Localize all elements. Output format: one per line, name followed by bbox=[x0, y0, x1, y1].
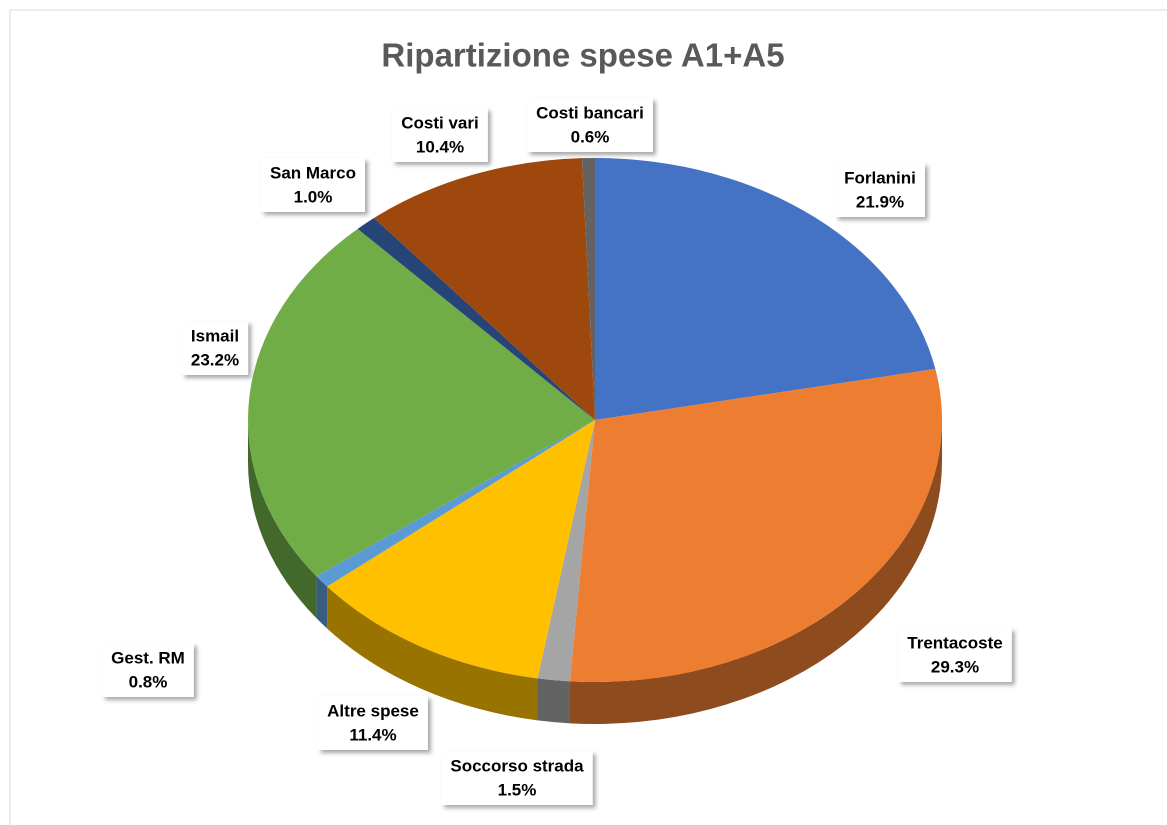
label-box bbox=[441, 751, 593, 805]
data-label: San Marco 1.0% bbox=[261, 158, 365, 212]
label-box bbox=[318, 696, 428, 750]
pie-side bbox=[537, 678, 570, 724]
label-name: Trentacoste bbox=[907, 633, 1002, 652]
label-name: Ismail bbox=[191, 326, 239, 345]
label-value: 0.8% bbox=[129, 672, 168, 691]
label-value: 23.2% bbox=[191, 350, 239, 369]
pie-slice bbox=[247, 228, 595, 577]
label-name: Costi vari bbox=[401, 113, 478, 132]
pie-slice bbox=[357, 218, 595, 420]
pie-side bbox=[316, 576, 328, 629]
pie-side bbox=[327, 586, 538, 721]
label-box bbox=[102, 643, 194, 697]
label-name: Costi bancari bbox=[536, 103, 644, 122]
label-box bbox=[527, 98, 653, 152]
data-label: Forlanini 21.9% bbox=[835, 163, 925, 217]
data-label: Trentacoste 29.3% bbox=[898, 628, 1012, 682]
label-name: Gest. RM bbox=[111, 648, 185, 667]
pie-slice bbox=[595, 158, 936, 420]
pie-slice bbox=[581, 158, 595, 420]
pie-slice bbox=[327, 420, 595, 679]
label-box bbox=[898, 628, 1012, 682]
pie-slice bbox=[316, 420, 595, 587]
data-label: Soccorso strada 1.5% bbox=[441, 751, 593, 805]
label-box bbox=[261, 158, 365, 212]
label-box bbox=[835, 163, 925, 217]
label-value: 1.5% bbox=[498, 780, 537, 799]
label-value: 0.6% bbox=[571, 127, 610, 146]
pie-slice bbox=[373, 158, 595, 420]
label-box bbox=[392, 108, 488, 162]
label-name: San Marco bbox=[270, 163, 356, 182]
data-label: Costi bancari 0.6% bbox=[527, 98, 653, 152]
pie-side bbox=[569, 420, 942, 724]
pie-slice bbox=[537, 420, 595, 682]
label-value: 29.3% bbox=[931, 657, 979, 676]
label-box bbox=[181, 321, 249, 375]
label-name: Forlanini bbox=[844, 168, 916, 187]
label-value: 10.4% bbox=[416, 137, 464, 156]
label-name: Soccorso strada bbox=[450, 756, 584, 775]
pie-side bbox=[248, 420, 317, 619]
pie-slice bbox=[569, 368, 942, 682]
chart-title: Ripartizione spese A1+A5 bbox=[381, 37, 784, 74]
label-value: 11.4% bbox=[349, 725, 396, 744]
data-label: Gest. RM 0.8% bbox=[102, 643, 194, 697]
data-label: Ismail 23.2% bbox=[181, 321, 249, 375]
label-value: 21.9% bbox=[856, 192, 904, 211]
label-name: Altre spese bbox=[327, 701, 419, 720]
data-label: Altre spese 11.4% bbox=[318, 696, 428, 750]
label-value: 1.0% bbox=[294, 187, 333, 206]
data-label: Costi vari 10.4% bbox=[392, 108, 488, 162]
